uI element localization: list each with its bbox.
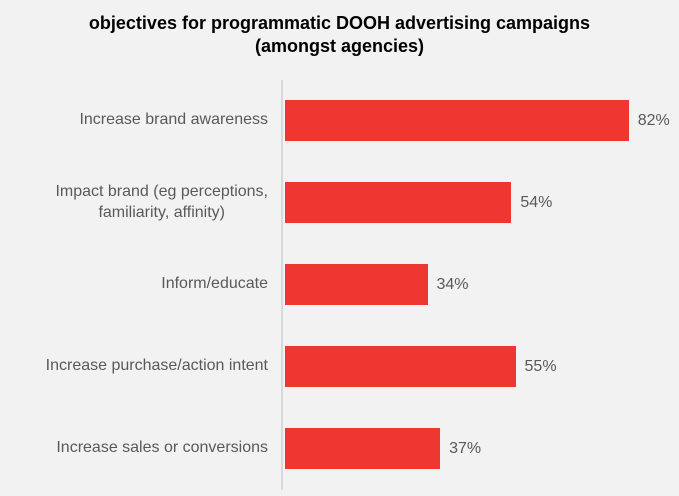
value-label: 34% bbox=[436, 275, 469, 293]
bar-area: 54% bbox=[282, 182, 679, 224]
bar bbox=[285, 182, 512, 224]
bar-row: Increase purchase/action intent 55% bbox=[0, 326, 679, 408]
chart-subtitle: (amongst agencies) bbox=[254, 36, 425, 57]
category-label: Increase brand awareness bbox=[79, 111, 268, 129]
category-label-cell: Increase sales or conversions bbox=[0, 438, 282, 459]
category-label: Inform/educate bbox=[161, 275, 268, 293]
bar-row: Inform/educate 34% bbox=[0, 244, 679, 326]
bar bbox=[285, 428, 441, 470]
value-label: 55% bbox=[524, 357, 557, 375]
category-label-cell: Increase purchase/action intent bbox=[0, 356, 282, 377]
bar-area: 55% bbox=[282, 346, 679, 388]
bar-area: 37% bbox=[282, 428, 679, 470]
category-label-cell: Increase brand awareness bbox=[0, 110, 282, 131]
bar-row: Increase sales or conversions 37% bbox=[0, 408, 679, 490]
chart-title: objectives for programmatic DOOH adverti… bbox=[88, 13, 591, 33]
bar-area: 82% bbox=[282, 100, 679, 142]
category-label-cell: Impact brand (eg perceptions, familiarit… bbox=[0, 182, 282, 224]
bar bbox=[285, 100, 629, 142]
plot-area: Increase brand awareness 82% Impact bran… bbox=[0, 79, 679, 490]
plot-rows: Increase brand awareness 82% Impact bran… bbox=[0, 80, 679, 490]
value-label: 82% bbox=[637, 111, 670, 129]
category-axis-line bbox=[281, 79, 283, 490]
chart-title-block: objectives for programmatic DOOH adverti… bbox=[0, 0, 679, 59]
bar bbox=[285, 346, 516, 388]
bar-row: Impact brand (eg perceptions, familiarit… bbox=[0, 162, 679, 244]
bar bbox=[285, 264, 428, 306]
category-label-cell: Inform/educate bbox=[0, 274, 282, 295]
category-label: Increase sales or conversions bbox=[56, 439, 268, 457]
value-label: 54% bbox=[520, 193, 553, 211]
bar-area: 34% bbox=[282, 264, 679, 306]
category-label: Increase purchase/action intent bbox=[45, 357, 268, 375]
category-label: Impact brand (eg perceptions, familiarit… bbox=[55, 182, 268, 221]
value-label: 37% bbox=[449, 439, 482, 457]
bar-row: Increase brand awareness 82% bbox=[0, 80, 679, 162]
